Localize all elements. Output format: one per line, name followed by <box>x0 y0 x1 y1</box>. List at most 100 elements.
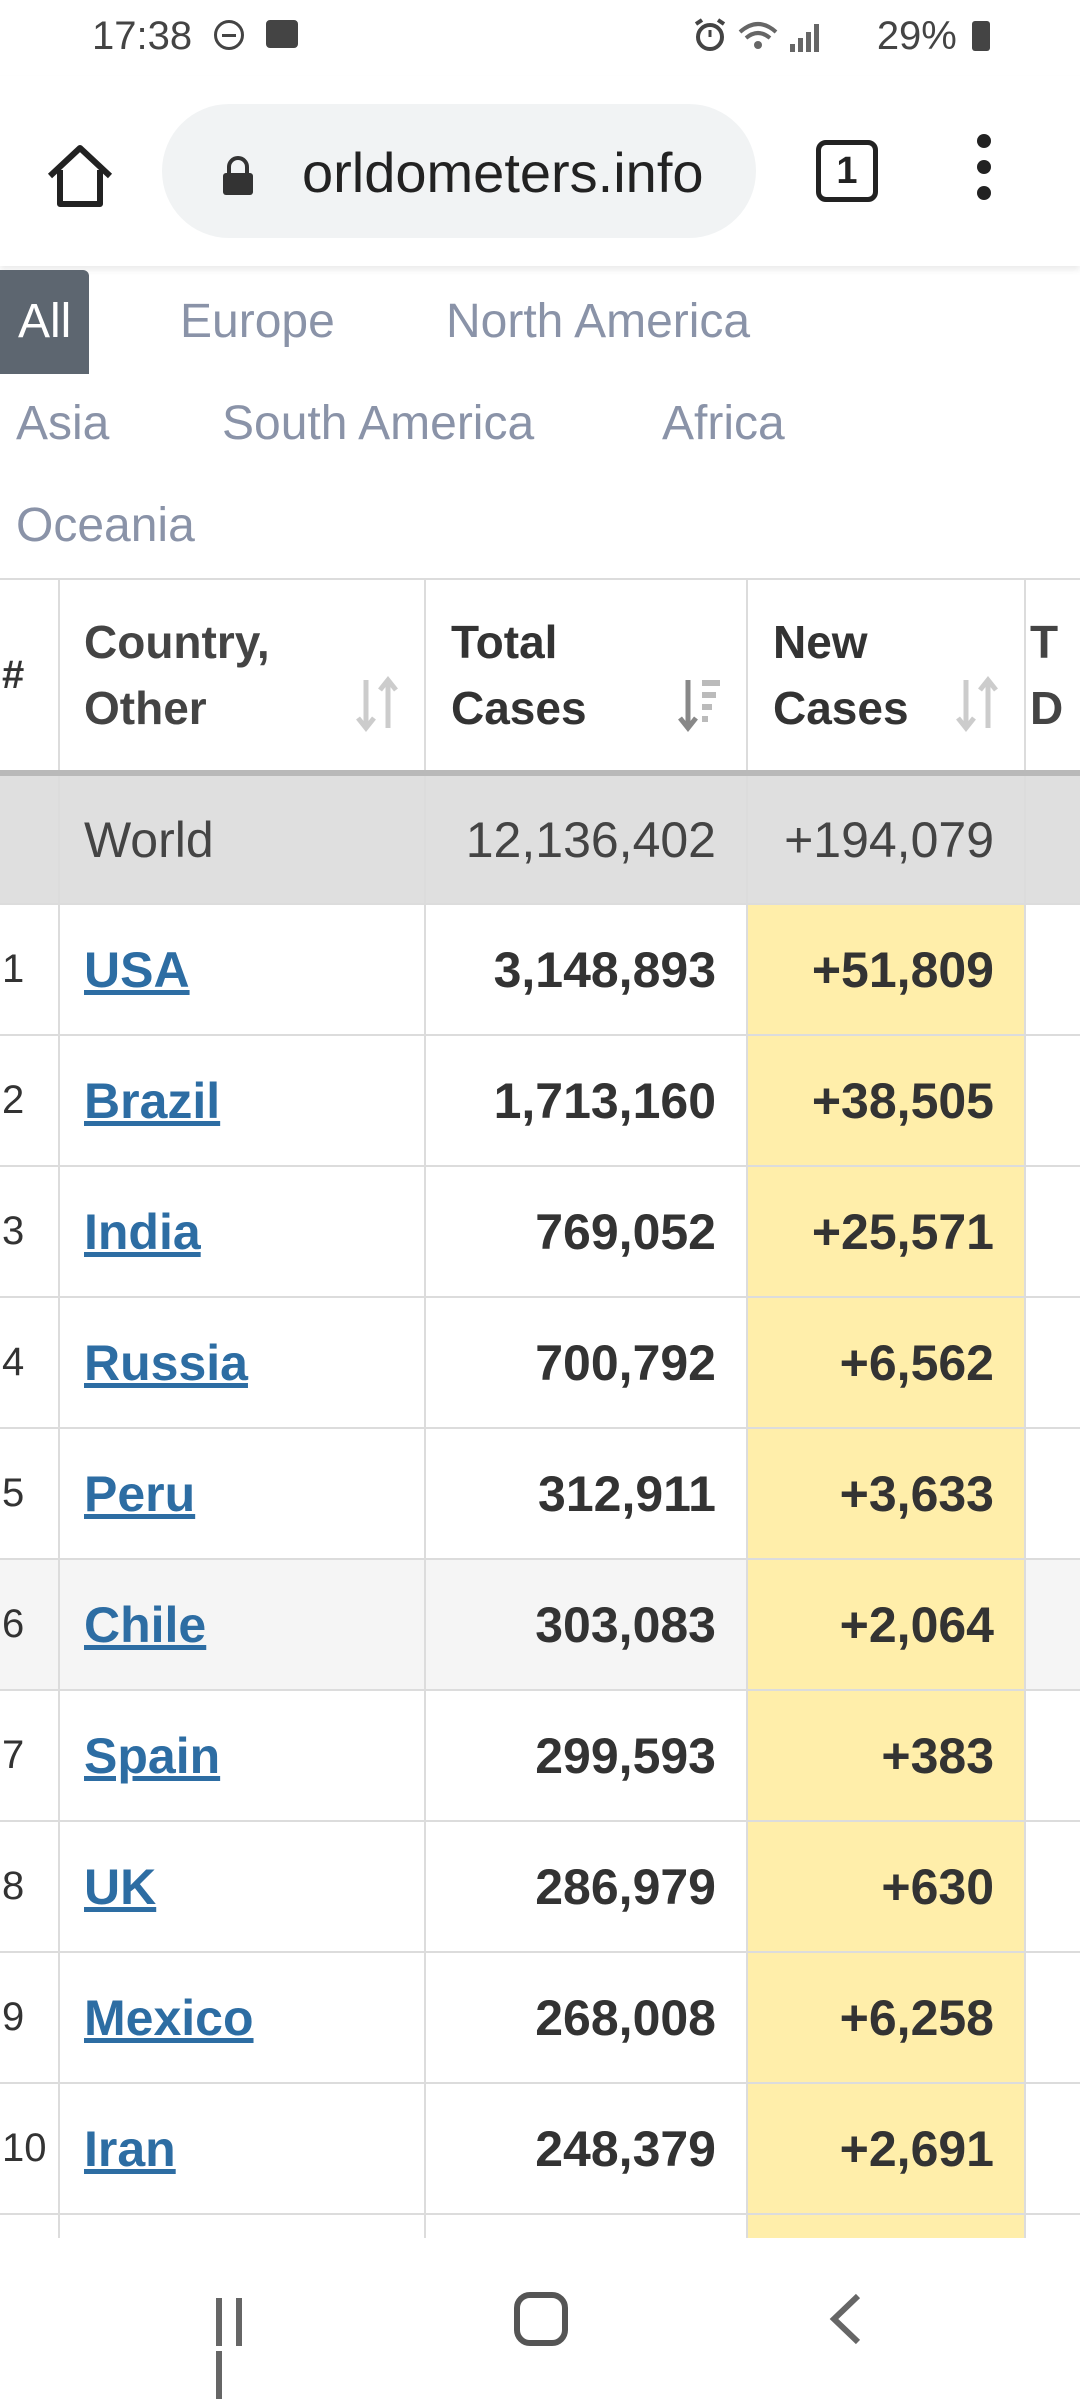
sort-icon[interactable] <box>954 676 1000 732</box>
total-deaths <box>1024 1034 1080 1167</box>
new-cases: +194,079 <box>746 772 1026 905</box>
country-link-russia[interactable]: Russia <box>84 1334 248 1391</box>
country-link-usa[interactable]: USA <box>84 941 190 998</box>
sort-icon[interactable] <box>354 676 400 732</box>
url-text[interactable]: orldometers.info <box>302 141 704 204</box>
country-link-iran[interactable]: Iran <box>84 2120 176 2177</box>
total-cases: 248,379 <box>424 2082 748 2215</box>
table-row: 6 Chile 303,083 +2,064 <box>0 1558 1080 1691</box>
header-total-cases[interactable]: Total Cases <box>424 578 748 776</box>
header-country[interactable]: Country, Other <box>58 578 426 776</box>
total-deaths <box>1024 772 1080 905</box>
country-cell: Spain <box>58 1689 426 1822</box>
country-name: World <box>58 772 426 905</box>
total-deaths <box>1024 1820 1080 1953</box>
total-cases: 769,052 <box>424 1165 748 1298</box>
recents-icon[interactable] <box>216 2298 270 2399</box>
table-row: 1 USA 3,148,893 +51,809 <box>0 903 1080 1036</box>
total-deaths <box>1024 1296 1080 1429</box>
table-row: 9 Mexico 268,008 +6,258 <box>0 1951 1080 2084</box>
total-cases: 3,148,893 <box>424 903 748 1036</box>
tab-south-america[interactable]: South America <box>222 397 535 450</box>
country-link-uk[interactable]: UK <box>84 1858 157 1915</box>
country-cell: Mexico <box>58 1951 426 2084</box>
total-deaths <box>1024 903 1080 1036</box>
new-cases: +38,505 <box>746 1034 1026 1167</box>
total-deaths <box>1024 1165 1080 1298</box>
tab-switcher-button[interactable]: 1 <box>816 140 878 202</box>
new-cases: +3,633 <box>746 1427 1026 1560</box>
dnd-icon <box>214 20 244 50</box>
table-row: 3 India 769,052 +25,571 <box>0 1165 1080 1298</box>
country-cell: UK <box>58 1820 426 1953</box>
row-num: 5 <box>0 1427 60 1560</box>
new-cases: +6,258 <box>746 1951 1026 2084</box>
back-icon[interactable] <box>826 2292 866 2346</box>
country-cell: India <box>58 1165 426 1298</box>
country-link-spain[interactable]: Spain <box>84 1727 221 1784</box>
total-cases: 299,593 <box>424 1689 748 1822</box>
battery-level: 29% <box>877 14 990 59</box>
world-row: World 12,136,402 +194,079 <box>0 772 1080 905</box>
tab-north-america[interactable]: North America <box>446 295 751 348</box>
header-num[interactable]: # <box>0 578 60 776</box>
total-deaths <box>1024 1689 1080 1822</box>
country-link-india[interactable]: India <box>84 1203 201 1260</box>
country-cell: Russia <box>58 1296 426 1429</box>
total-cases: 12,136,402 <box>424 772 748 905</box>
header-new-cases[interactable]: New Cases <box>746 578 1026 776</box>
row-num: 4 <box>0 1296 60 1429</box>
row-num <box>0 772 60 905</box>
home-nav-icon[interactable] <box>514 2292 568 2346</box>
total-deaths <box>1024 1427 1080 1560</box>
total-cases: 312,911 <box>424 1427 748 1560</box>
row-num: 6 <box>0 1558 60 1691</box>
row-num: 2 <box>0 1034 60 1167</box>
home-icon[interactable] <box>40 136 120 216</box>
new-cases: +2,064 <box>746 1558 1026 1691</box>
new-cases: +51,809 <box>746 903 1026 1036</box>
battery-icon <box>972 21 990 51</box>
menu-icon[interactable] <box>972 134 996 214</box>
browser-toolbar: orldometers.info 1 <box>0 76 1080 266</box>
region-tabs: All Europe North America Asia South Amer… <box>0 270 1080 580</box>
total-cases: 303,083 <box>424 1558 748 1691</box>
tab-africa[interactable]: Africa <box>662 397 785 450</box>
country-link-chile[interactable]: Chile <box>84 1596 207 1653</box>
country-link-peru[interactable]: Peru <box>84 1465 196 1522</box>
tab-europe[interactable]: Europe <box>180 295 335 348</box>
table-row: 10 Iran 248,379 +2,691 <box>0 2082 1080 2215</box>
signal-icon <box>790 24 819 52</box>
row-num: 7 <box>0 1689 60 1822</box>
country-cell: Chile <box>58 1558 426 1691</box>
url-bar[interactable]: orldometers.info <box>162 104 756 238</box>
tab-asia[interactable]: Asia <box>16 397 110 450</box>
total-deaths <box>1024 1558 1080 1691</box>
tab-all[interactable]: All <box>0 270 90 374</box>
tab-oceania[interactable]: Oceania <box>16 499 195 552</box>
row-num: 3 <box>0 1165 60 1298</box>
new-cases: +2,691 <box>746 2082 1026 2215</box>
table-row: 5 Peru 312,911 +3,633 <box>0 1427 1080 1560</box>
country-cell: USA <box>58 903 426 1036</box>
sort-desc-icon[interactable] <box>676 676 722 732</box>
country-link-mexico[interactable]: Mexico <box>84 1989 254 2046</box>
new-cases: +6,562 <box>746 1296 1026 1429</box>
new-cases: +25,571 <box>746 1165 1026 1298</box>
table-row: 8 UK 286,979 +630 <box>0 1820 1080 1953</box>
table-row: 2 Brazil 1,713,160 +38,505 <box>0 1034 1080 1167</box>
total-deaths <box>1024 2082 1080 2215</box>
total-cases: 700,792 <box>424 1296 748 1429</box>
table-row: 4 Russia 700,792 +6,562 <box>0 1296 1080 1429</box>
country-cell: Brazil <box>58 1034 426 1167</box>
table-row: 7 Spain 299,593 +383 <box>0 1689 1080 1822</box>
total-cases: 286,979 <box>424 1820 748 1953</box>
country-link-brazil[interactable]: Brazil <box>84 1072 221 1129</box>
total-cases: 1,713,160 <box>424 1034 748 1167</box>
status-bar: 17:38 29% <box>0 0 1080 76</box>
row-num: 1 <box>0 903 60 1036</box>
lock-icon <box>223 156 253 195</box>
